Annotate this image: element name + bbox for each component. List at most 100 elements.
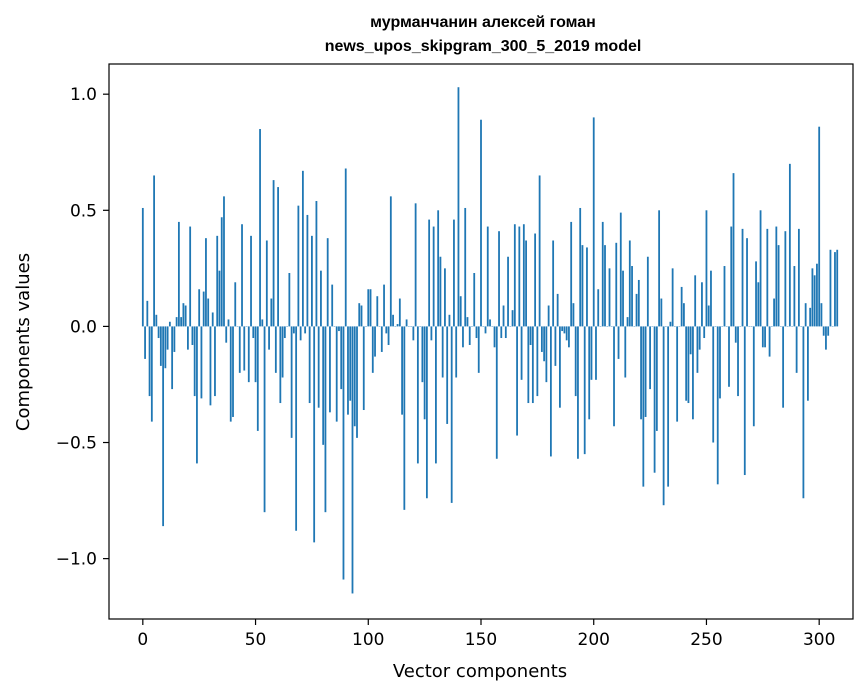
bar [764, 326, 766, 348]
bar [171, 326, 174, 390]
bar [653, 326, 656, 473]
bar [588, 326, 591, 420]
bar [507, 256, 509, 327]
bar [662, 326, 665, 506]
bar [371, 326, 374, 373]
bar [290, 326, 293, 438]
bar [788, 163, 791, 327]
bar [498, 231, 500, 327]
bar [259, 129, 261, 327]
bar [177, 221, 180, 327]
bar [164, 326, 167, 369]
bar [150, 326, 153, 422]
bar [369, 289, 372, 327]
bar [540, 326, 543, 352]
bar [757, 282, 760, 327]
bar [374, 326, 376, 357]
bar [432, 226, 435, 327]
x-tick-label: 0 [137, 630, 148, 650]
bar [768, 326, 771, 357]
bar [730, 226, 733, 327]
bar [283, 326, 286, 339]
bar [241, 224, 243, 327]
bar [782, 326, 785, 408]
bar [446, 326, 449, 424]
bar [351, 326, 354, 594]
bar [793, 266, 796, 327]
bar [534, 233, 537, 327]
bar [387, 326, 390, 345]
x-tick-label: 150 [465, 630, 497, 650]
bar [349, 326, 352, 401]
bar [559, 326, 561, 408]
bar [732, 173, 735, 327]
bar [353, 326, 356, 427]
bar [263, 326, 266, 513]
bar [529, 326, 532, 345]
bar [486, 226, 489, 327]
bar [692, 326, 694, 420]
bar [347, 326, 349, 415]
bar [297, 205, 300, 327]
bar [202, 291, 205, 327]
bar [777, 245, 780, 327]
bar [710, 270, 712, 327]
bar [536, 326, 539, 397]
bar [358, 303, 361, 327]
bar [500, 326, 503, 339]
x-tick-label: 300 [803, 630, 835, 650]
bar [493, 326, 496, 348]
bar [619, 212, 622, 327]
bar [214, 326, 216, 397]
bar [191, 326, 194, 345]
bar [511, 310, 514, 327]
bar [324, 326, 327, 513]
bar [157, 326, 160, 339]
bar [565, 326, 568, 341]
bar [311, 235, 313, 327]
bar [601, 221, 604, 327]
bar [281, 326, 284, 378]
bar [818, 126, 821, 327]
bar [696, 326, 699, 373]
bar [462, 326, 464, 348]
bar [207, 298, 210, 327]
bar [597, 289, 600, 327]
bar [168, 321, 171, 327]
bar [531, 326, 534, 404]
bar [811, 268, 814, 327]
bar [326, 238, 329, 327]
y-tick-label: 0.0 [70, 317, 97, 337]
x-axis: 0 50 100 150 200 250 300 [137, 619, 835, 650]
bar [807, 326, 809, 401]
bar [362, 326, 365, 411]
bar [556, 293, 559, 327]
bar [335, 326, 338, 422]
bar [155, 314, 158, 327]
bar [247, 326, 250, 383]
bar [797, 228, 800, 327]
bar [802, 326, 805, 499]
bar [342, 326, 345, 580]
bar [162, 326, 165, 527]
bar [288, 273, 291, 327]
bar [475, 326, 478, 339]
bar [595, 326, 597, 380]
bar [489, 319, 491, 327]
bar [218, 270, 221, 327]
bar [175, 317, 178, 327]
y-tick-label: 0.5 [70, 201, 97, 221]
bar [660, 298, 663, 327]
bar [227, 319, 230, 327]
bar [737, 326, 739, 397]
bar [809, 307, 812, 327]
bar [243, 326, 246, 371]
bar [658, 210, 661, 327]
bar [741, 228, 744, 327]
bar [453, 219, 455, 327]
bar [631, 266, 633, 327]
bar [484, 326, 487, 334]
bar [570, 221, 573, 327]
bar [320, 270, 322, 327]
